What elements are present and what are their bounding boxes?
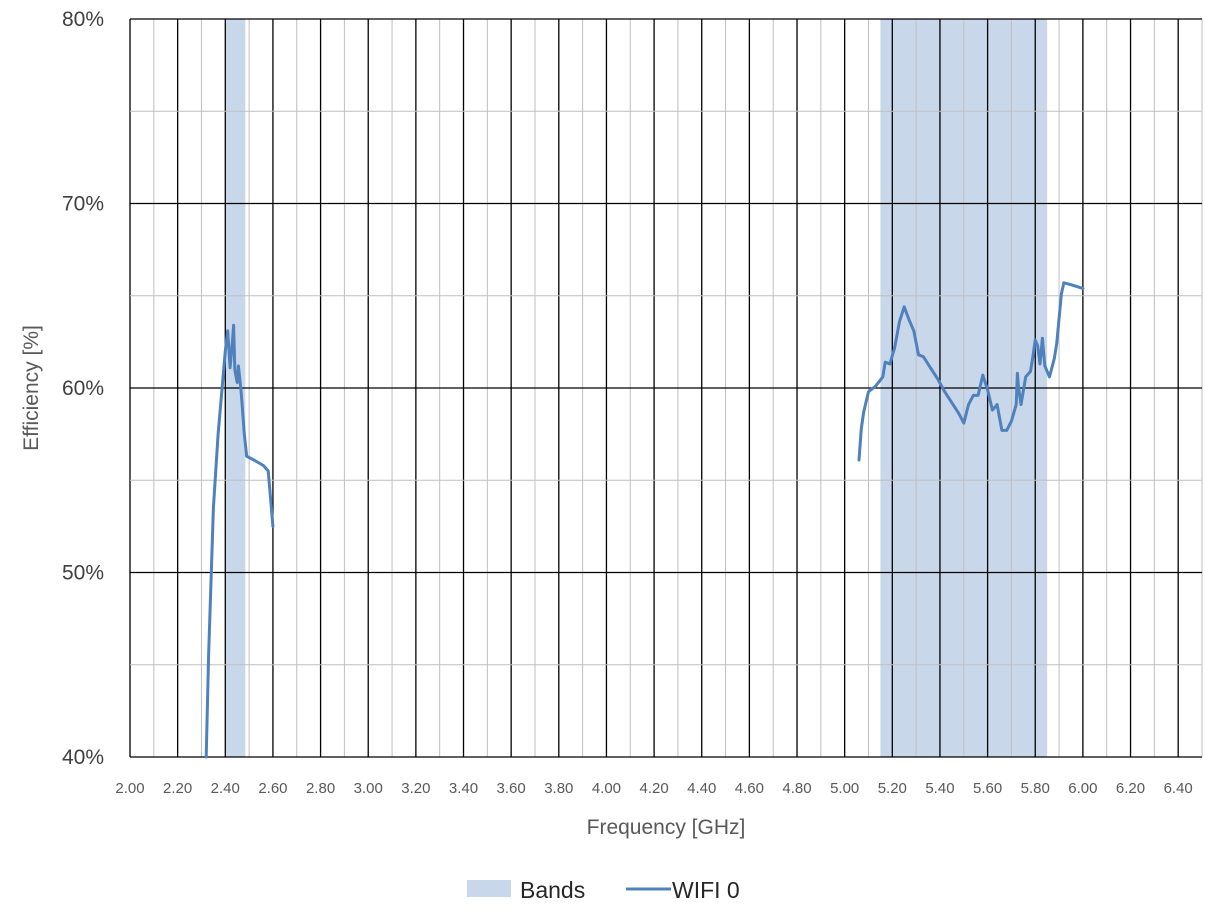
y-tick-labels: 40% 50% 60% 70% 80% xyxy=(62,8,104,769)
y-tick-label: 80% xyxy=(62,8,104,31)
x-tick-label: 6.20 xyxy=(1116,780,1145,797)
x-tick-label: 2.60 xyxy=(258,780,287,797)
series-layer xyxy=(204,281,1085,759)
x-tick-label: 4.40 xyxy=(687,780,716,797)
legend-bands-swatch xyxy=(467,880,511,897)
x-tick-label: 4.00 xyxy=(592,780,621,797)
legend-wifi0-label: WIFI 0 xyxy=(672,877,740,903)
x-tick-labels: 2.00 2.20 2.40 2.60 2.80 3.00 3.20 3.40 3.60 3.80… xyxy=(115,780,1192,797)
x-tick-label: 3.60 xyxy=(497,780,526,797)
y-axis-title: Efficiency [%] xyxy=(20,325,43,451)
y-tick-label: 70% xyxy=(62,193,104,216)
grid-layer xyxy=(129,18,1203,758)
x-tick-label: 4.20 xyxy=(639,780,668,797)
x-tick-label: 3.40 xyxy=(449,780,478,797)
x-tick-label: 3.20 xyxy=(401,780,430,797)
x-tick-label: 2.40 xyxy=(211,780,240,797)
x-tick-label: 5.20 xyxy=(878,780,907,797)
x-tick-label: 2.20 xyxy=(163,780,192,797)
x-tick-label: 5.60 xyxy=(973,780,1002,797)
x-tick-label: 3.00 xyxy=(354,780,383,797)
x-tick-label: 4.80 xyxy=(782,780,811,797)
x-axis-title: Frequency [GHz] xyxy=(587,816,746,839)
x-tick-label: 5.40 xyxy=(925,780,954,797)
legend: Bands WIFI 0 xyxy=(467,877,740,903)
y-tick-label: 40% xyxy=(62,746,104,769)
series-wifi0-line-segment-1 xyxy=(857,281,1085,462)
x-tick-label: 5.80 xyxy=(1021,780,1050,797)
x-tick-label: 5.00 xyxy=(830,780,859,797)
x-tick-label: 3.80 xyxy=(544,780,573,797)
legend-bands-label: Bands xyxy=(520,877,585,903)
series-wifi0-line-segment-0 xyxy=(204,323,275,759)
x-tick-label: 2.80 xyxy=(306,780,335,797)
y-tick-label: 60% xyxy=(62,377,104,400)
x-tick-label: 4.60 xyxy=(735,780,764,797)
y-tick-label: 50% xyxy=(62,562,104,585)
x-tick-label: 2.00 xyxy=(115,780,144,797)
x-tick-label: 6.40 xyxy=(1164,780,1193,797)
x-tick-label: 6.00 xyxy=(1068,780,1097,797)
